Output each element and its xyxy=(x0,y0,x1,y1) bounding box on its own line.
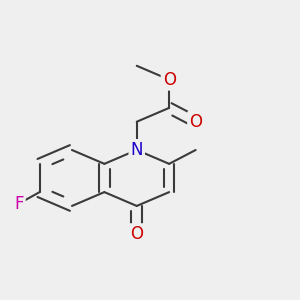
Text: N: N xyxy=(130,141,143,159)
Text: O: O xyxy=(163,70,176,88)
Text: O: O xyxy=(130,225,143,243)
Text: O: O xyxy=(189,113,202,131)
Text: F: F xyxy=(14,195,24,213)
